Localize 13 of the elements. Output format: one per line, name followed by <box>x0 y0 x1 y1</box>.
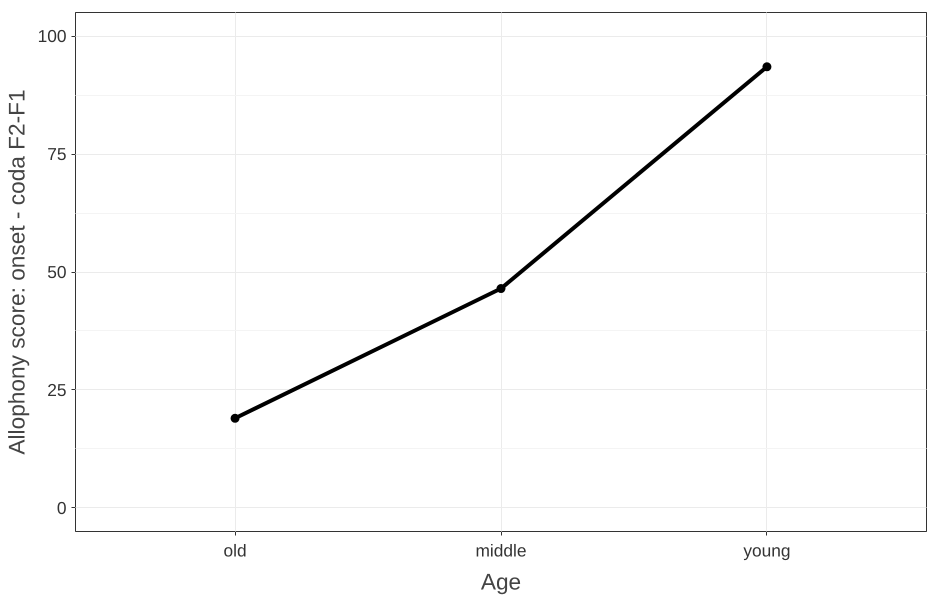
point <box>496 284 506 294</box>
x-axis-title: Age <box>480 568 522 594</box>
y-axis-title: Allophony score: onset - coda F2-F1 <box>4 89 30 455</box>
y-tick-label: 25 <box>47 380 67 400</box>
y-tick-label: 0 <box>56 498 67 518</box>
x-tick-label: old <box>224 540 247 560</box>
point <box>762 62 772 72</box>
point <box>230 414 240 423</box>
y-tick-label: 100 <box>38 26 67 46</box>
y-tick-label: 50 <box>47 262 67 282</box>
x-tick-label: middle <box>475 540 527 560</box>
x-tick-label: young <box>743 540 791 560</box>
y-tick-label: 75 <box>47 144 67 164</box>
